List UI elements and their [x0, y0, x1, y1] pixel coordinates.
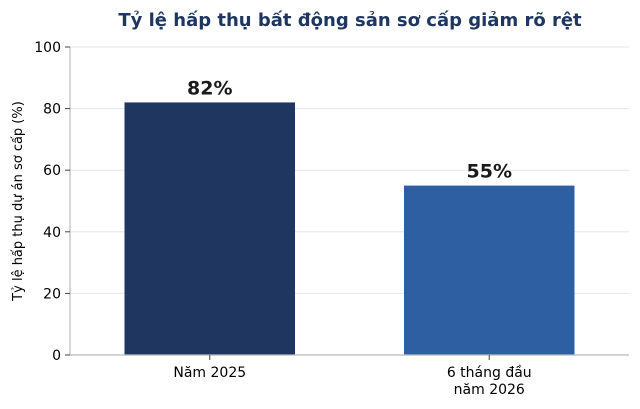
data-label: 55%: [467, 161, 512, 183]
axes: [69, 47, 629, 356]
y-tick-label: 40: [43, 225, 61, 241]
bars: [124, 102, 575, 355]
data-labels: 82% 55%: [187, 77, 512, 182]
bar: [404, 185, 575, 355]
y-tick-label: 100: [34, 40, 61, 56]
y-ticks: 0 20 40 60 80 100: [34, 40, 70, 364]
y-tick-label: 60: [43, 163, 61, 179]
x-tick-label: 6 tháng đầu: [447, 365, 532, 381]
y-tick-label: 0: [52, 348, 61, 364]
y-tick-label: 20: [43, 286, 61, 302]
bar: [124, 102, 295, 355]
y-axis-label: Tỷ lệ hấp thụ dự án sơ cấp (%): [11, 101, 26, 302]
x-tick-label: năm 2026: [454, 382, 525, 398]
x-tick-label: Năm 2025: [173, 365, 246, 381]
y-tick-label: 80: [43, 102, 61, 118]
chart-title: Tỷ lệ hấp thụ bất động sản sơ cấp giảm r…: [118, 10, 582, 31]
data-label: 82%: [187, 77, 232, 99]
